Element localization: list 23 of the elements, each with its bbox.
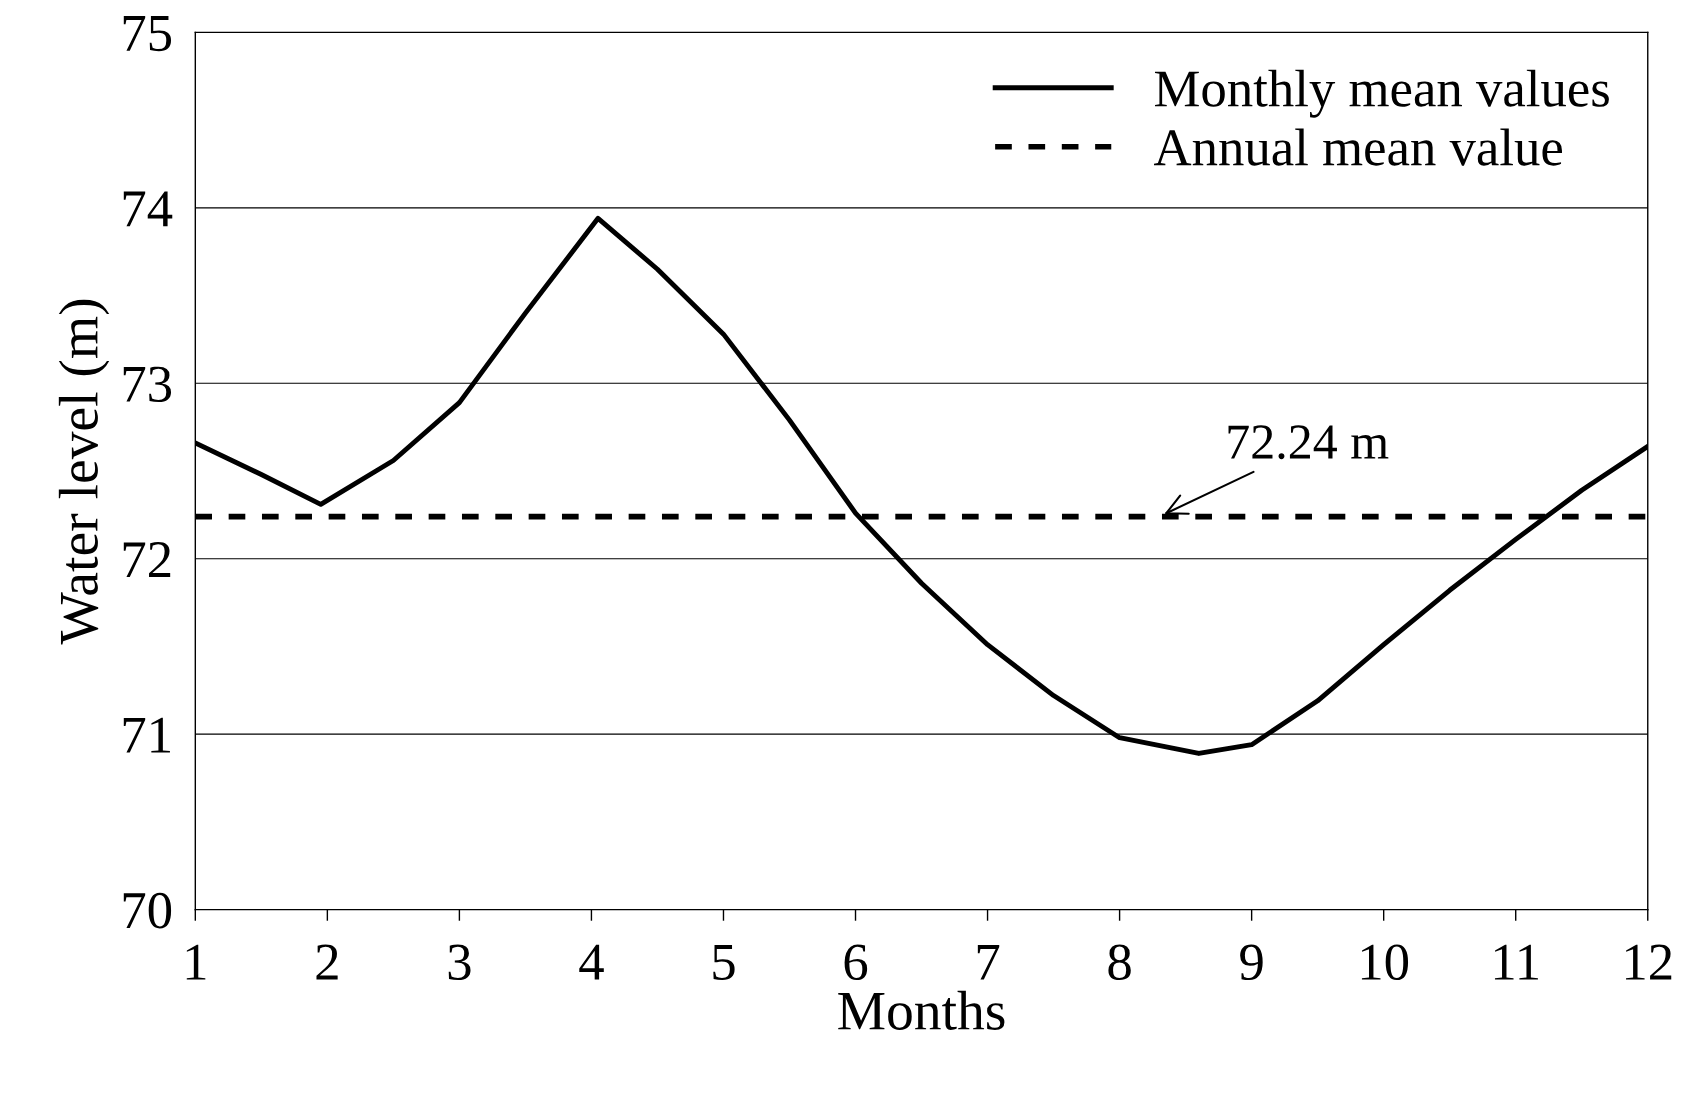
- x-tick-label: 6: [844, 944, 868, 981]
- y-axis-title: Water level (m): [58, 299, 110, 645]
- x-tick-label: 2: [316, 944, 338, 980]
- legend-label: Annual mean value: [1154, 128, 1562, 166]
- y-tick-label: 75: [123, 16, 172, 52]
- x-axis-title: Months: [838, 990, 1005, 1030]
- y-tick-label: 70: [123, 892, 172, 929]
- y-tick-label: 73: [123, 366, 172, 403]
- x-tick-label: 8: [1108, 944, 1131, 981]
- annotation: 72.24 m: [1228, 425, 1389, 460]
- y-tick-label: 74: [123, 191, 173, 227]
- x-tick-label: 1: [186, 944, 206, 980]
- x-tick-label: 12: [1626, 944, 1672, 980]
- x-tick-label: 4: [579, 944, 604, 980]
- x-tick-label: 7: [977, 945, 1000, 980]
- x-tick-label: 11: [1494, 944, 1538, 980]
- y-tick-label: 71: [123, 717, 170, 753]
- legend-label: Monthly mean values: [1154, 69, 1609, 118]
- x-tick-label: 5: [713, 945, 735, 981]
- x-tick-label: 10: [1361, 944, 1409, 981]
- y-tick-label: 72: [123, 542, 171, 578]
- x-tick-label: 3: [448, 944, 471, 981]
- x-tick-label: 9: [1240, 944, 1263, 981]
